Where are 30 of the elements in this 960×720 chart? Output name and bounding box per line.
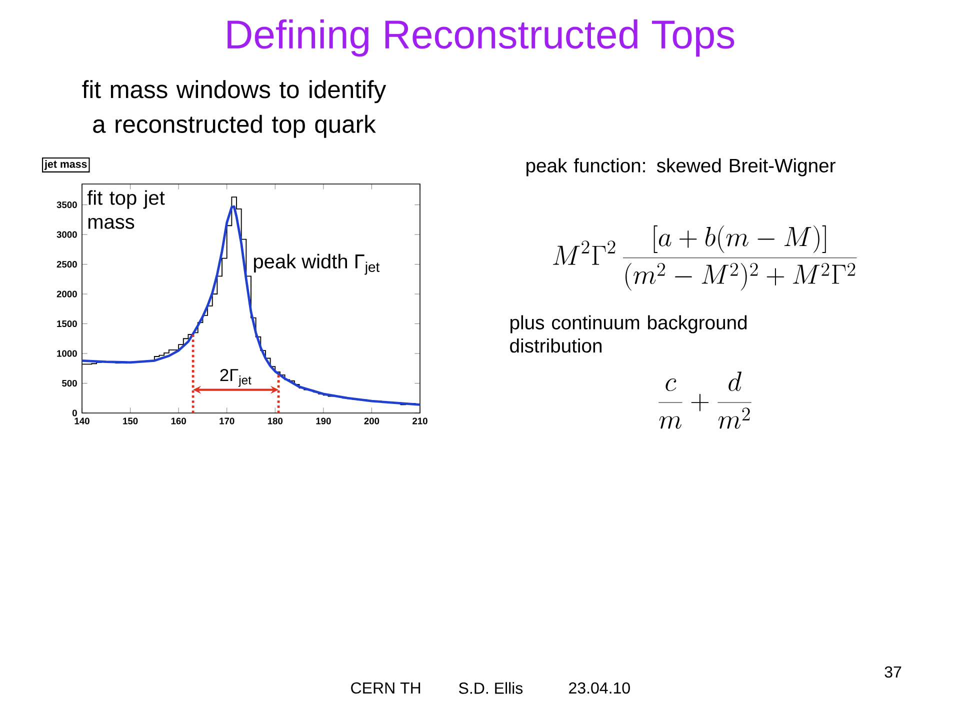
x-tick-label: 140 — [74, 418, 90, 424]
x-tick-label: 180 — [268, 418, 283, 424]
x-tick-label: 170 — [220, 418, 234, 424]
x-tick-label: 200 — [364, 418, 380, 424]
text: $M^2\Gamma^2\,\frac{[a+b(m-M)]}{(m^2-M^2)^2+M^2\Gamma^2}$ — [553, 225, 857, 291]
x-tick-label: 210 — [412, 418, 428, 424]
text: $\frac{c}{m}+\frac{d}{m^2}$ — [658, 372, 752, 429]
y-tick-label: 3000 — [56, 231, 77, 238]
text: S.D. Ellis — [459, 682, 523, 694]
annotation: peak width Γ$_{jet}$ — [254, 254, 380, 275]
y-tick-label: 0 — [72, 410, 77, 416]
y-tick-label: 3500 — [56, 202, 77, 208]
y-tick-label: 1500 — [57, 320, 77, 328]
x-tick-label: 150 — [123, 418, 138, 424]
text: 23.04.10 — [569, 682, 630, 694]
x-tick-label: 190 — [316, 418, 331, 424]
text: peak function: skewed Breit-Wigner — [526, 158, 836, 176]
x-tick-label: 160 — [171, 418, 186, 424]
text: 37 — [884, 666, 902, 678]
annotation: 2Γ$_{jet}$ — [220, 368, 252, 387]
text: jet mass — [44, 160, 87, 170]
chart-subtitle: fit mass windows to identify a reconstructed top quark — [82, 80, 386, 138]
chart-title: Defining Reconstructed Tops — [228, 19, 734, 57]
y-tick-label: 2000 — [56, 290, 77, 298]
y-tick-label: 2500 — [56, 260, 77, 268]
text: plus continuum background distribution — [510, 315, 747, 353]
annotation: fit top jet mass — [87, 190, 165, 229]
y-tick-label: 500 — [62, 380, 77, 387]
text: CERN TH — [351, 682, 420, 694]
y-tick-label: 1000 — [57, 350, 77, 357]
